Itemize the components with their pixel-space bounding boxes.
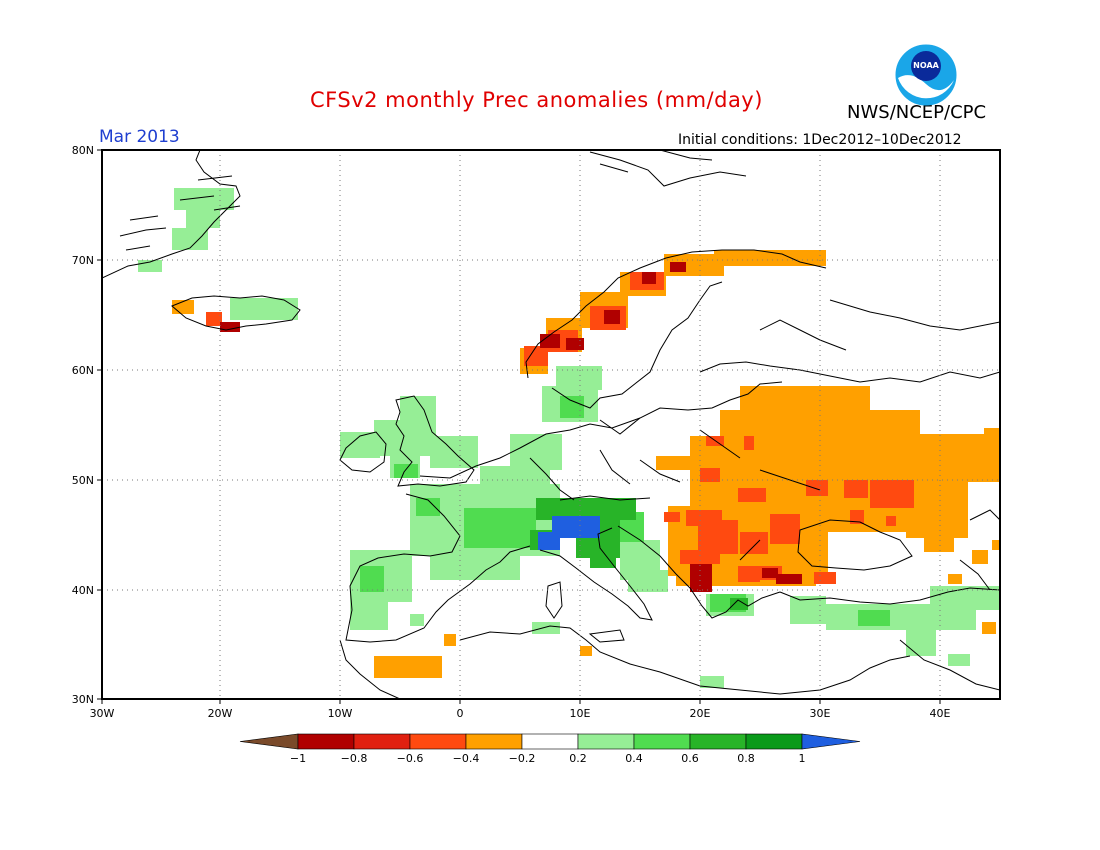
- lat-label: 80N: [72, 144, 94, 157]
- legend-swatch: [353, 733, 411, 750]
- coastlines: [102, 150, 1000, 699]
- forecast-month: Mar 2013: [99, 127, 180, 147]
- lon-label: 10W: [328, 707, 353, 720]
- map-title: CFSv2 monthly Prec anomalies (mm/day): [310, 88, 763, 112]
- legend-tick-label: 0.6: [681, 752, 699, 765]
- lon-label: 0: [457, 707, 464, 720]
- lon-label: 20E: [690, 707, 711, 720]
- legend-tick-label: −0.2: [509, 752, 536, 765]
- legend-swatch: [577, 733, 635, 750]
- legend-tick-label: 0.2: [569, 752, 587, 765]
- lat-label: 60N: [72, 364, 94, 377]
- legend-arrow-low: [239, 733, 299, 750]
- legend-arrow-high: [801, 733, 861, 750]
- legend-tick-label: 0.4: [625, 752, 643, 765]
- lon-label: 30E: [810, 707, 831, 720]
- agency-label: NWS/NCEP/CPC: [847, 102, 987, 123]
- logo-text: NOAA: [913, 61, 939, 70]
- legend-tick-label: −0.4: [453, 752, 480, 765]
- map-frame: [101, 149, 1001, 700]
- anomaly-shading: [138, 188, 1000, 688]
- lon-label: 30W: [90, 707, 115, 720]
- legend-tick-label: 1: [799, 752, 806, 765]
- lat-label: 30N: [72, 693, 94, 706]
- legend-swatch: [521, 733, 579, 750]
- legend-tick-label: −0.8: [341, 752, 368, 765]
- legend-tick-label: 0.8: [737, 752, 755, 765]
- legend-swatch: [297, 733, 355, 750]
- color-bar: −1 −0.8 −0.6 −0.4 −0.2 0.2 0.4 0.6 0.8 1: [239, 733, 861, 765]
- legend-swatch: [465, 733, 523, 750]
- lat-labels: 80N 70N 60N 50N 40N 30N: [72, 144, 94, 706]
- lat-label: 50N: [72, 474, 94, 487]
- legend-swatch: [689, 733, 747, 750]
- lat-label: 70N: [72, 254, 94, 267]
- legend-tick-label: −1: [290, 752, 306, 765]
- legend-swatch: [409, 733, 467, 750]
- lon-label: 10E: [570, 707, 591, 720]
- lon-label: 40E: [930, 707, 951, 720]
- noaa-logo: NOAA: [895, 44, 957, 106]
- legend-tick-label: −0.6: [397, 752, 424, 765]
- lon-label: 20W: [208, 707, 233, 720]
- legend-swatch: [633, 733, 691, 750]
- lon-labels: 30W 20W 10W 0 10E 20E 30E 40E: [90, 707, 951, 720]
- legend-swatch: [745, 733, 803, 750]
- initial-conditions: Initial conditions: 1Dec2012–10Dec2012: [678, 132, 962, 148]
- lat-label: 40N: [72, 584, 94, 597]
